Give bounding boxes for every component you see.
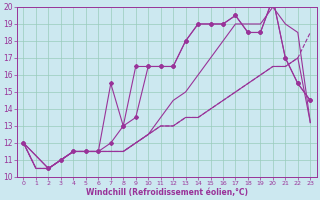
- X-axis label: Windchill (Refroidissement éolien,°C): Windchill (Refroidissement éolien,°C): [86, 188, 248, 197]
